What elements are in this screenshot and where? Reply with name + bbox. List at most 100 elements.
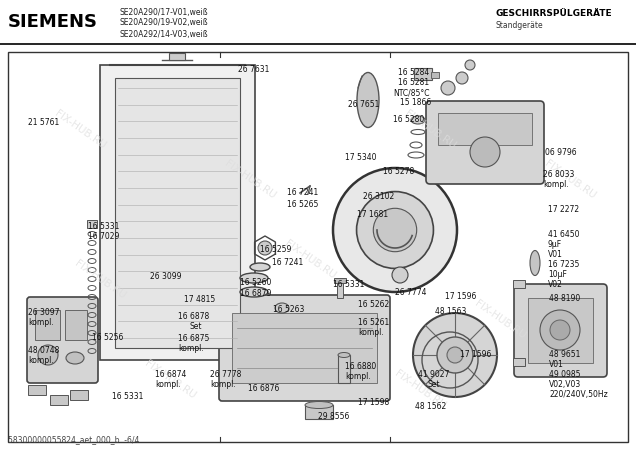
Circle shape: [441, 81, 455, 95]
Bar: [431, 72, 439, 78]
Bar: [513, 358, 525, 366]
Bar: [337, 280, 343, 298]
Circle shape: [437, 337, 473, 373]
Bar: [100, 65, 255, 360]
Text: 16 5265: 16 5265: [287, 200, 319, 209]
FancyBboxPatch shape: [426, 101, 544, 184]
Text: 16 5331: 16 5331: [88, 222, 120, 231]
Text: Set: Set: [190, 322, 202, 331]
Text: 15 1866: 15 1866: [400, 98, 431, 107]
Text: 16 6874: 16 6874: [155, 370, 186, 379]
Text: 48 1563: 48 1563: [435, 307, 466, 316]
Text: 16 5278: 16 5278: [383, 167, 414, 176]
Text: 21 5761: 21 5761: [28, 118, 59, 127]
Circle shape: [465, 60, 475, 70]
Text: 49 0985: 49 0985: [549, 370, 581, 379]
Text: kompl.: kompl.: [345, 372, 371, 381]
Bar: [8, 52, 628, 442]
Bar: [50, 395, 68, 405]
Text: NTC/85°C: NTC/85°C: [393, 88, 429, 97]
Text: 17 1596: 17 1596: [460, 350, 492, 359]
Bar: [438, 113, 532, 145]
Text: 16 5331: 16 5331: [112, 392, 143, 401]
Text: 16 5331: 16 5331: [333, 280, 364, 289]
Text: 16 5260: 16 5260: [240, 278, 272, 287]
Text: 26 7651: 26 7651: [348, 100, 380, 109]
Bar: [305, 405, 333, 419]
Bar: [232, 313, 377, 383]
Bar: [70, 390, 88, 400]
Text: 16 7241: 16 7241: [287, 188, 318, 197]
Circle shape: [357, 192, 434, 269]
Text: 16 5261: 16 5261: [358, 318, 389, 327]
Text: V02: V02: [548, 280, 563, 289]
Text: FIX-HUB.RU: FIX-HUB.RU: [223, 159, 277, 201]
Text: 16 5259: 16 5259: [260, 245, 291, 254]
Circle shape: [456, 72, 468, 84]
Circle shape: [550, 320, 570, 340]
Circle shape: [447, 347, 463, 363]
Text: 41 6450: 41 6450: [548, 230, 579, 239]
Text: 26 3102: 26 3102: [363, 192, 394, 201]
Ellipse shape: [357, 72, 379, 127]
Circle shape: [470, 137, 500, 167]
Text: 16 5263: 16 5263: [273, 305, 305, 314]
Text: V01: V01: [548, 250, 563, 259]
Bar: [28, 385, 46, 395]
Bar: [334, 278, 346, 283]
Text: FIX-HUB.RU: FIX-HUB.RU: [283, 239, 337, 281]
Circle shape: [373, 208, 417, 252]
Circle shape: [333, 168, 457, 292]
Bar: [338, 355, 350, 383]
Text: kompl.: kompl.: [155, 380, 181, 389]
Text: SIEMENS: SIEMENS: [8, 13, 98, 31]
Bar: [87, 220, 97, 228]
Text: 48 0748: 48 0748: [28, 346, 59, 355]
Text: Standgeräte: Standgeräte: [496, 22, 544, 31]
Text: FIX-HUB.RU: FIX-HUB.RU: [543, 159, 597, 201]
Text: 17 2272: 17 2272: [548, 205, 579, 214]
Text: 26 3099: 26 3099: [150, 272, 181, 281]
Text: FIX-HUB.RU: FIX-HUB.RU: [73, 259, 127, 301]
Text: Set: Set: [428, 380, 441, 389]
Text: 58300000055824_aet_000_b  -6/4: 58300000055824_aet_000_b -6/4: [8, 436, 139, 445]
Ellipse shape: [240, 273, 268, 283]
Text: FIX-HUB.RU: FIX-HUB.RU: [53, 109, 107, 151]
Text: 16 5281: 16 5281: [398, 78, 429, 87]
Bar: [35, 310, 60, 340]
Text: 17 1598: 17 1598: [358, 398, 389, 407]
Circle shape: [258, 241, 272, 255]
Bar: [115, 78, 240, 348]
Text: kompl.: kompl.: [28, 356, 54, 365]
Text: kompl.: kompl.: [178, 344, 204, 353]
Text: kompl.: kompl.: [358, 328, 384, 337]
Text: 17 1681: 17 1681: [357, 210, 388, 219]
Ellipse shape: [250, 263, 270, 271]
FancyBboxPatch shape: [27, 297, 98, 383]
Text: 16 6879: 16 6879: [240, 289, 272, 298]
Text: FIX-HUB.RU: FIX-HUB.RU: [403, 109, 457, 151]
FancyBboxPatch shape: [514, 284, 607, 377]
Text: FIX-HUB.RU: FIX-HUB.RU: [392, 369, 447, 411]
Text: V02,V03: V02,V03: [549, 380, 581, 389]
Text: kompl.: kompl.: [210, 380, 236, 389]
Text: 48 8190: 48 8190: [549, 294, 580, 303]
Text: SE20A292/14-V03,weiß: SE20A292/14-V03,weiß: [120, 30, 209, 39]
Ellipse shape: [275, 303, 289, 313]
FancyBboxPatch shape: [219, 295, 390, 401]
Bar: [169, 53, 185, 60]
Text: FIX-HUB.RU: FIX-HUB.RU: [142, 359, 197, 401]
Text: 16 7241: 16 7241: [272, 258, 303, 267]
Text: 16 5256: 16 5256: [92, 333, 123, 342]
Text: kompl.: kompl.: [543, 180, 569, 189]
Text: 16 6876: 16 6876: [248, 384, 279, 393]
Text: GESCHIRRSPÜLGERÄTE: GESCHIRRSPÜLGERÄTE: [496, 9, 612, 18]
Text: 17 5340: 17 5340: [345, 153, 377, 162]
Text: SE20A290/17-V01,weiß: SE20A290/17-V01,weiß: [120, 8, 209, 17]
Bar: [528, 298, 593, 363]
Text: 16 7029: 16 7029: [88, 232, 120, 241]
Text: 16 5284: 16 5284: [398, 68, 429, 77]
Text: 26 8033: 26 8033: [543, 170, 574, 179]
Text: 10µF: 10µF: [548, 270, 567, 279]
Text: 29 8556: 29 8556: [318, 412, 349, 421]
